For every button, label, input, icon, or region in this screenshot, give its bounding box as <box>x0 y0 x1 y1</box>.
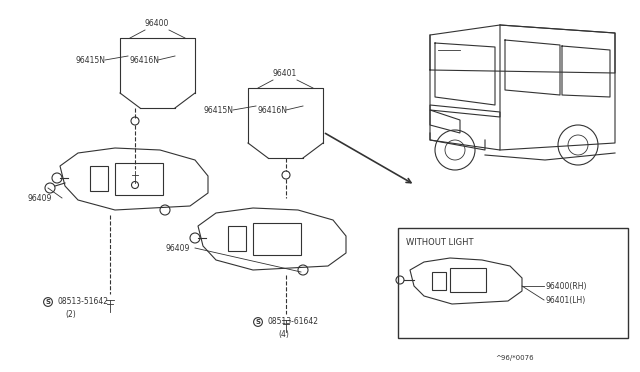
Text: 96400(RH): 96400(RH) <box>546 282 588 291</box>
Text: 96401: 96401 <box>273 69 297 78</box>
Text: (4): (4) <box>278 330 289 340</box>
Text: 96416N: 96416N <box>130 55 160 64</box>
Text: 96416N: 96416N <box>258 106 288 115</box>
Text: 96401(LH): 96401(LH) <box>546 295 586 305</box>
Text: ^96/*0076: ^96/*0076 <box>495 355 534 361</box>
Text: S: S <box>45 299 51 305</box>
Text: 96415N: 96415N <box>203 106 233 115</box>
Text: 96409: 96409 <box>28 193 52 202</box>
Text: 96415N: 96415N <box>75 55 105 64</box>
Text: WITHOUT LIGHT: WITHOUT LIGHT <box>406 237 474 247</box>
Text: 96400: 96400 <box>145 19 169 28</box>
Bar <box>398 228 628 338</box>
Text: 96409: 96409 <box>165 244 189 253</box>
Text: 08513-61642: 08513-61642 <box>268 317 319 327</box>
Text: 08513-51642: 08513-51642 <box>58 298 109 307</box>
Text: (2): (2) <box>65 311 76 320</box>
Text: S: S <box>255 319 260 325</box>
